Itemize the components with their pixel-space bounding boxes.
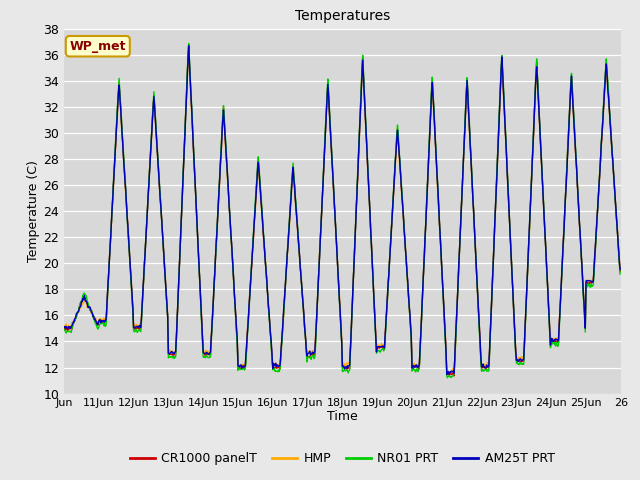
X-axis label: Time: Time — [327, 410, 358, 423]
Y-axis label: Temperature (C): Temperature (C) — [28, 160, 40, 262]
Title: Temperatures: Temperatures — [295, 10, 390, 24]
Legend: CR1000 panelT, HMP, NR01 PRT, AM25T PRT: CR1000 panelT, HMP, NR01 PRT, AM25T PRT — [125, 447, 560, 470]
Text: WP_met: WP_met — [70, 40, 126, 53]
